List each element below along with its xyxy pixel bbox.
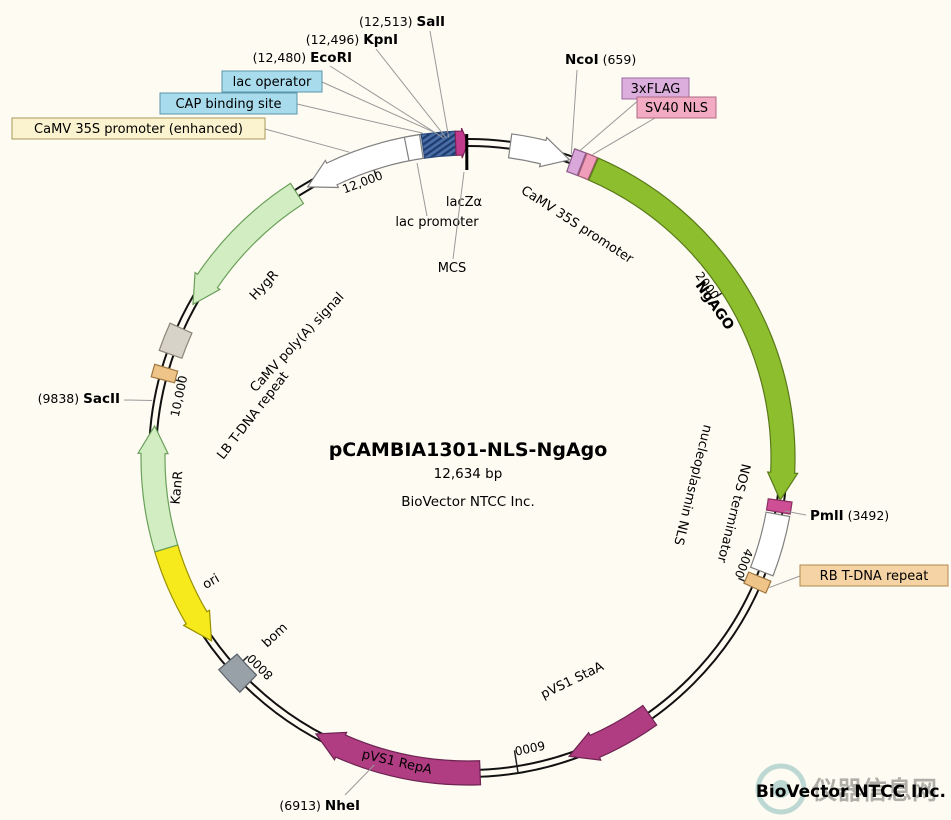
callout-text-cap-binding-site: CAP binding site bbox=[175, 97, 281, 112]
feature-camv-polya-signal bbox=[158, 322, 193, 360]
corner-brand-group: BioVector NTCC Inc. bbox=[756, 782, 946, 802]
feature-label-ori: ori bbox=[200, 571, 222, 592]
feature-label-kanr: KanR bbox=[169, 470, 187, 505]
watermark-text: 仪器信息网 bbox=[811, 776, 937, 805]
feature-camv-35s-promoter bbox=[507, 133, 571, 168]
feature-lac-promoter bbox=[403, 133, 424, 162]
feature-nucleoplasmin-nls bbox=[765, 498, 793, 515]
callout-line-lac-operator bbox=[321, 81, 434, 133]
feature-camv-35s-promoter-enhanced bbox=[306, 133, 427, 189]
feature-pvs1-repa bbox=[314, 731, 482, 786]
feature-label-pvs1-staa: pVS1 StaA bbox=[539, 659, 607, 702]
site-line-kpni bbox=[375, 48, 447, 139]
feature-label-mcs: MCS bbox=[438, 261, 467, 276]
site-line-ecori bbox=[329, 65, 444, 139]
site-line-nhei bbox=[344, 764, 375, 796]
site-line-ncoi bbox=[570, 69, 578, 155]
callout-line-cap-binding-site bbox=[296, 103, 423, 134]
site-label-ncoi: NcoI (659) bbox=[565, 52, 636, 68]
watermark: 仪器信息网 bbox=[755, 763, 937, 815]
site-label-sacii: (9838) SacII bbox=[38, 391, 120, 407]
feature-ori bbox=[154, 544, 213, 642]
feature-pvs1-staa bbox=[567, 704, 658, 761]
watermark-logo-icon bbox=[755, 763, 807, 815]
feature-label-nucleoplasmin-nls: nucleoplasmin NLS bbox=[670, 423, 714, 547]
callout-text-3xflag-label: 3xFLAG bbox=[631, 82, 681, 97]
callout-text-sv40-nls-label: SV40 NLS bbox=[645, 101, 708, 116]
feature-label-camv-35s-promoter: CaMV 35S promoter bbox=[518, 183, 636, 267]
feature-bom bbox=[217, 653, 258, 694]
site-label-pmli: PmlI (3492) bbox=[810, 508, 889, 524]
callout-text-rb-tdna-repeat-label: RB T-DNA repeat bbox=[820, 569, 929, 584]
callout-box-lac-operator bbox=[221, 70, 323, 93]
corner-brand: BioVector NTCC Inc. bbox=[756, 782, 946, 802]
site-label-sali: (12,513) SalI bbox=[359, 14, 445, 30]
site-label-nhei: (6913) NheI bbox=[279, 798, 360, 814]
feature-laczalpha-head bbox=[454, 127, 469, 159]
callout-text-lac-operator: lac operator bbox=[233, 75, 312, 90]
callout-line-sv40-nls-label bbox=[592, 117, 656, 155]
restriction-sites-layer: (12,480) EcoRI (12,496) KpnI (12,513) SalI… bbox=[38, 14, 890, 814]
feature-hygr bbox=[192, 182, 305, 306]
site-line-sali bbox=[429, 30, 450, 138]
watermark-logo-dot bbox=[772, 780, 790, 798]
feature-label-bom: bom bbox=[259, 620, 290, 651]
feature-lb-tdna-repeat-box bbox=[150, 363, 179, 384]
feature-rb-tdna-repeat-box bbox=[743, 571, 772, 594]
plasmid-size: 12,634 bp bbox=[434, 466, 503, 482]
feature-nos-terminator bbox=[749, 511, 791, 577]
tick-mark-6000 bbox=[513, 750, 519, 773]
plasmid-title: pCAMBIA1301-NLS-NgAgo bbox=[329, 439, 608, 461]
feature-label-hygr: HygR bbox=[247, 268, 282, 304]
feature-label-lac-promoter: lac promoter bbox=[395, 215, 479, 230]
feature-label-camv-polya-signal: CaMV poly(A) signal bbox=[247, 290, 347, 396]
callout-box-cap-binding-site bbox=[159, 92, 298, 115]
feature-leader-mcs bbox=[452, 171, 465, 260]
feature-3xflag bbox=[566, 148, 587, 177]
center-text: pCAMBIA1301-NLS-NgAgo 12,634 bp BioVecto… bbox=[329, 439, 608, 510]
tick-label-6000: 6000 bbox=[513, 738, 546, 758]
callout-line-rb-tdna-repeat-label bbox=[769, 575, 801, 589]
callout-line-3xflag-label bbox=[580, 98, 641, 151]
feature-ngago bbox=[587, 157, 799, 502]
site-label-ecori: (12,480) EcoRI bbox=[253, 50, 352, 66]
feature-label-laczalpha-body: lacZα bbox=[446, 195, 482, 210]
site-label-kpni: (12,496) KpnI bbox=[306, 32, 398, 48]
callout-text-camv-35s-enhanced: CaMV 35S promoter (enhanced) bbox=[34, 122, 243, 137]
feature-kanr bbox=[136, 424, 179, 553]
callout-box-camv-35s-enhanced bbox=[11, 117, 266, 140]
callout-box-rb-tdna-repeat-label bbox=[799, 564, 949, 587]
callout-box-sv40-nls-label bbox=[636, 96, 717, 119]
center-brand: BioVector NTCC Inc. bbox=[401, 494, 535, 510]
site-line-pmli bbox=[784, 510, 807, 516]
callout-line-camv-35s-enhanced bbox=[264, 128, 350, 153]
callouts-layer: lac operator CAP binding site CaMV 35S pro… bbox=[11, 70, 949, 589]
feature-leader-lac-promoter bbox=[416, 162, 428, 217]
feature-sv40-nls bbox=[577, 152, 599, 181]
features-layer bbox=[136, 127, 799, 786]
